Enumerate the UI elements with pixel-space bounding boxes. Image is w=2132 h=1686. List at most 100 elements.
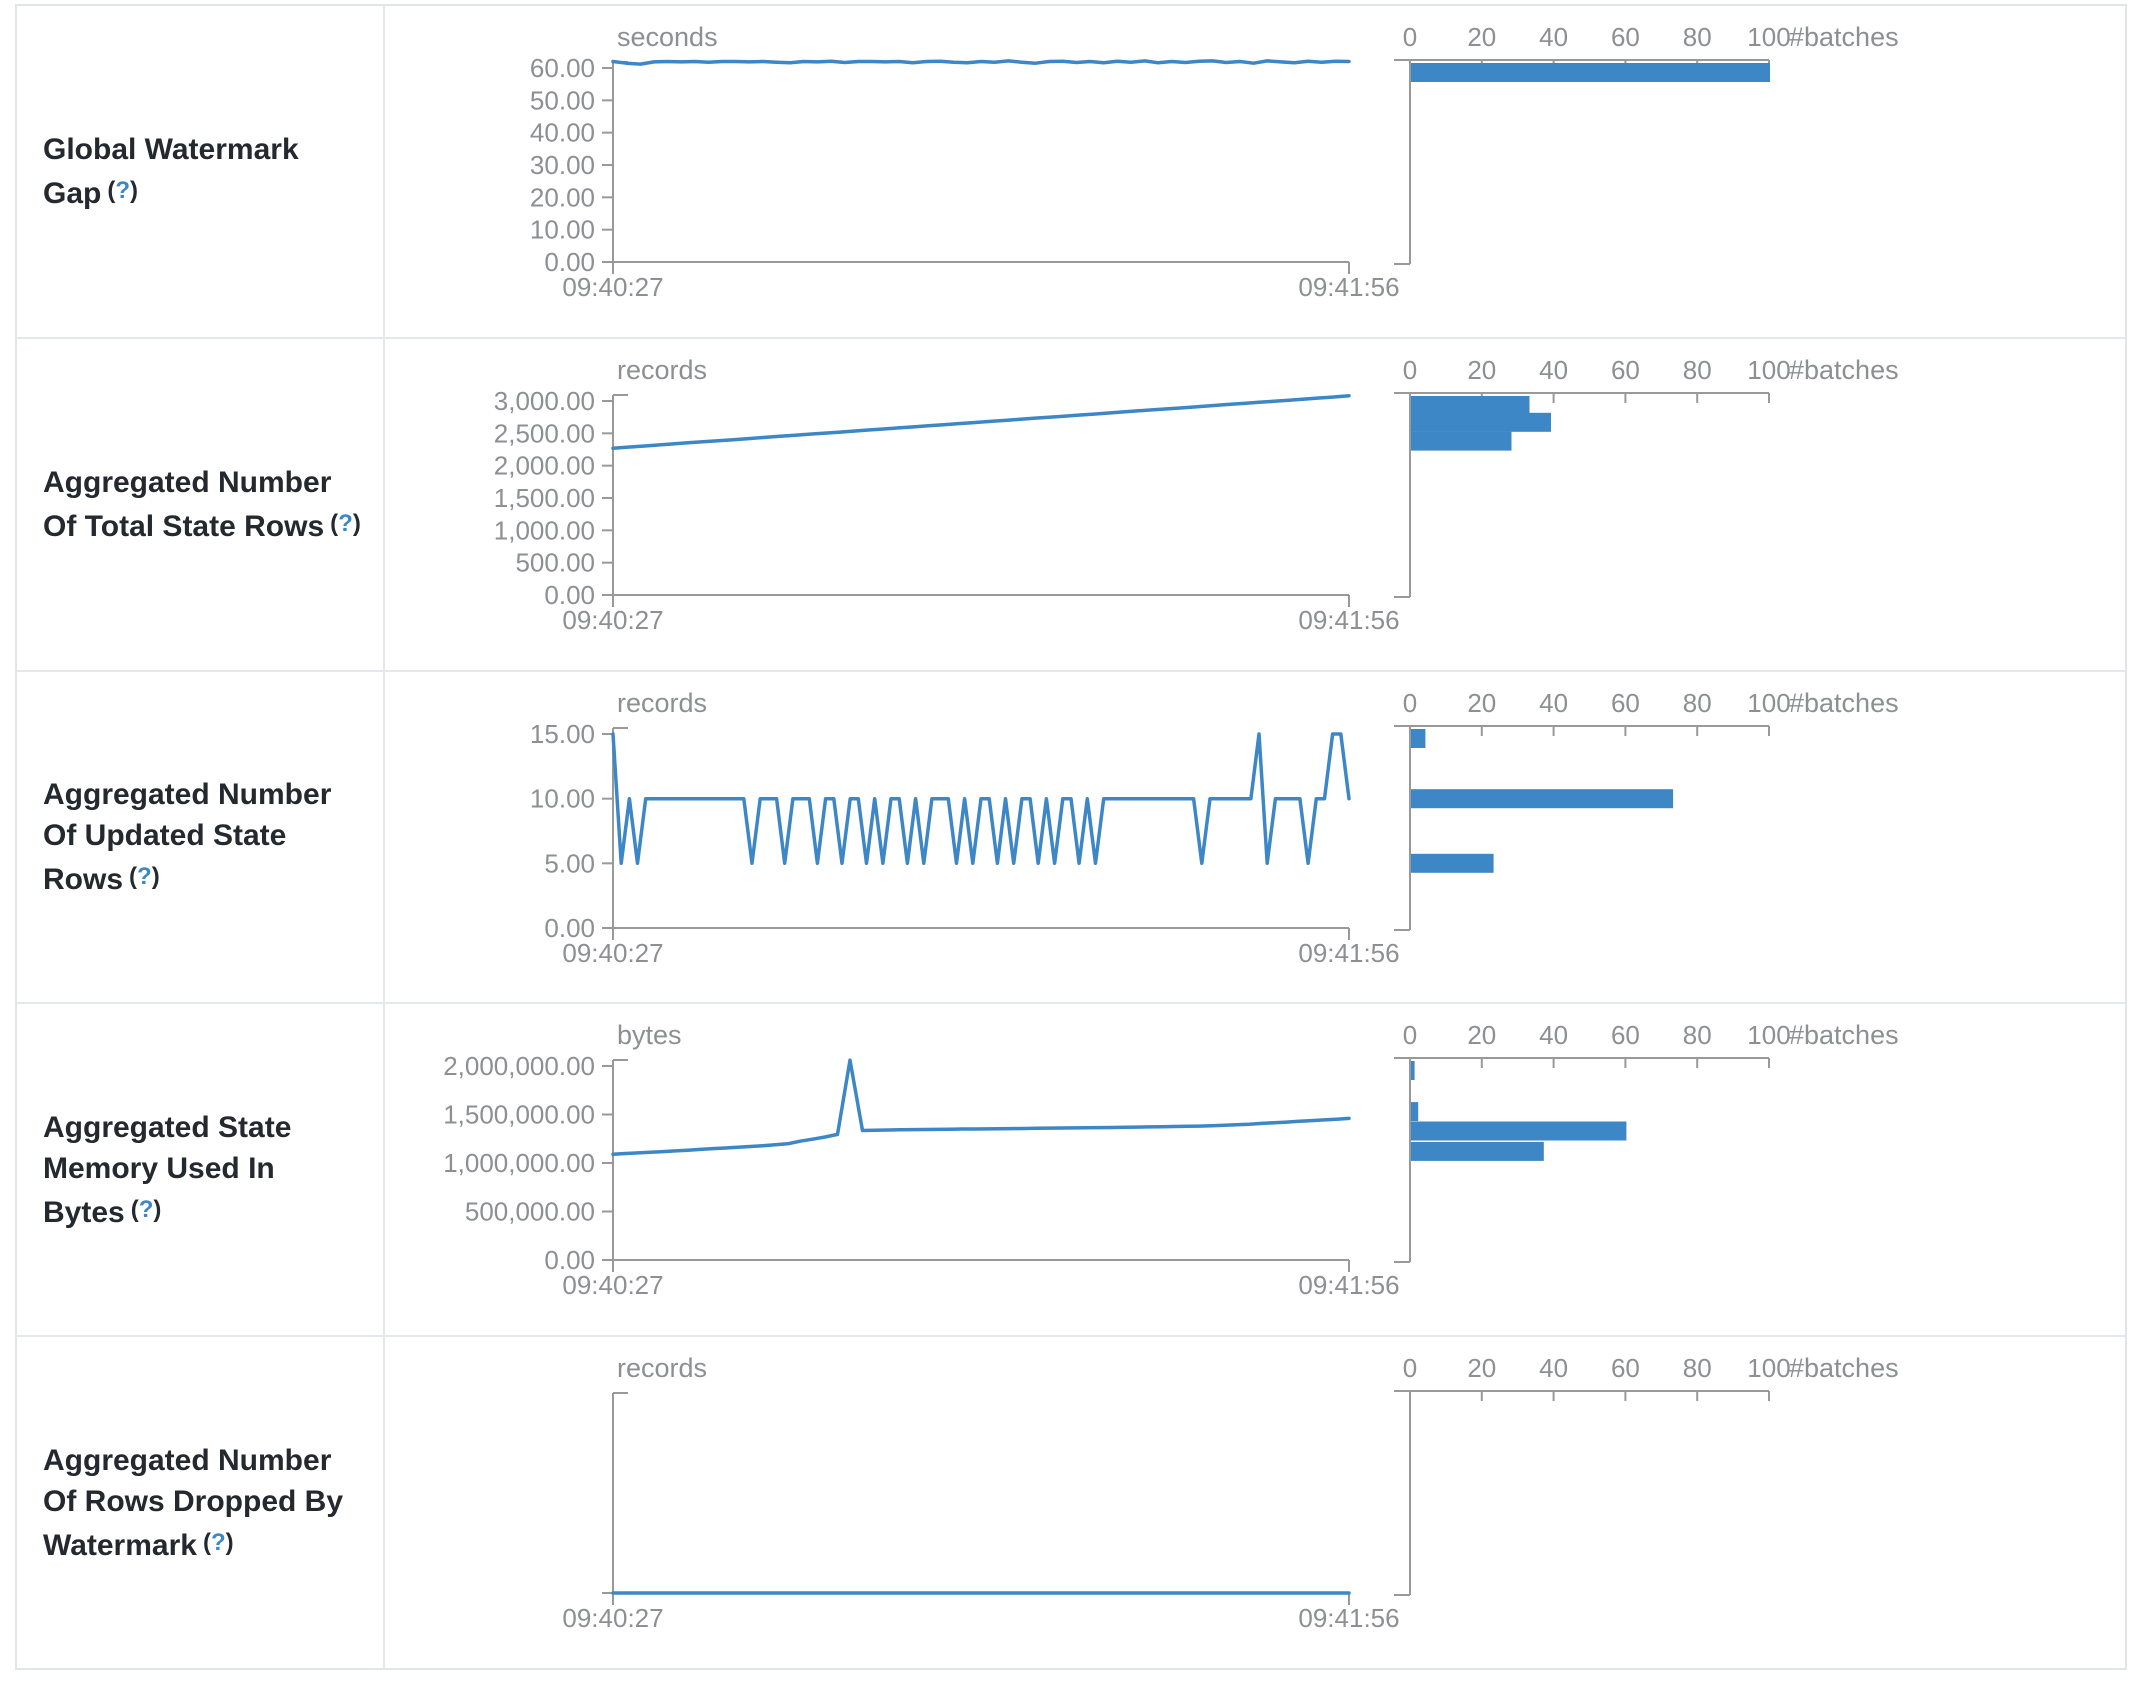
histogram-bar [1411, 412, 1551, 432]
help-question-mark[interactable]: ? [338, 509, 353, 537]
hist-axis-tick-label: 60 [1611, 355, 1640, 385]
hist-axis-tick-label: 60 [1611, 688, 1640, 718]
y-axis-tick-label: 5.00 [544, 848, 595, 878]
y-axis-tick-label: 30.00 [530, 150, 595, 180]
y-axis-tick-label: 15.00 [530, 719, 595, 749]
hist-unit-label: #batches [1789, 1353, 1899, 1383]
y-axis-tick-label: 40.00 [530, 118, 595, 148]
histogram-bar [1411, 1142, 1544, 1162]
metric-label: Global Watermark Gap (?) [43, 129, 363, 214]
y-axis-tick-label: 500,000.00 [465, 1197, 595, 1227]
x-axis-end-label: 09:41:56 [1298, 605, 1399, 635]
hist-axis-tick-label: 60 [1611, 22, 1640, 52]
histogram-bar [1411, 728, 1426, 748]
help-link[interactable]: (?) [130, 1195, 162, 1223]
hist-axis-tick-label: 80 [1683, 1020, 1712, 1050]
timeline-and-histogram-chart: bytes 2,000,000.00 1,500,000.00 1,000,000.0… [443, 1020, 1899, 1300]
metric-row-updated-state-rows: Aggregated Number Of Updated State Rows(… [17, 671, 2125, 1005]
metric-row-global-watermark-gap: Global Watermark Gap (?) seconds 60.00 50.0… [17, 6, 2125, 339]
x-axis-start-label: 09:40:27 [562, 272, 663, 302]
histogram-bar [1411, 431, 1512, 451]
y-axis-tick-label: 10.00 [530, 215, 595, 245]
hist-axis-tick-label: 40 [1539, 688, 1568, 718]
metric-row-state-memory-used: Aggregated State Memory Used In Bytes (?)… [17, 1004, 2125, 1338]
histogram-bar [1411, 1061, 1415, 1081]
metric-charts-cell: records 3,000.00 2,500.00 2,000.00 1,500.00 1… [385, 339, 2125, 670]
y-axis-tick-label: 1,500,000.00 [443, 1100, 595, 1130]
metric-label-text: Global Watermark Gap [43, 132, 299, 210]
timeline-line [611, 59, 1351, 66]
hist-unit-label: #batches [1789, 1020, 1899, 1050]
metric-label-cell: Aggregated Number Of Updated State Rows(… [17, 671, 385, 1003]
y-axis-tick-label: 1,000,000.00 [443, 1148, 595, 1178]
hist-axis-tick-label: 0 [1403, 355, 1417, 385]
help-question-mark[interactable]: ? [138, 1195, 154, 1223]
metric-label: Aggregated State Memory Used In Bytes (?) [43, 1107, 363, 1233]
histogram-bar [1411, 63, 1770, 82]
y-axis-tick-label: 1,000.00 [494, 515, 595, 545]
y-axis-tick-label: 50.00 [530, 85, 595, 115]
x-axis-end-label: 09:41:56 [1298, 938, 1399, 968]
histogram-bar [1411, 853, 1494, 873]
y-axis-tick-label: 0.00 [544, 1245, 595, 1275]
y-axis-tick-label: 20.00 [530, 182, 595, 212]
hist-unit-label: #batches [1789, 688, 1899, 718]
y-axis-tick-label: 2,500.00 [494, 418, 595, 448]
metric-label-text: Aggregated Number Of Total State Rows [43, 465, 332, 543]
y-axis-tick-label: 0.00 [544, 580, 595, 610]
timeline-unit-label: records [617, 1353, 707, 1383]
hist-axis-tick-label: 40 [1539, 1020, 1568, 1050]
timeline-line [611, 393, 1351, 450]
hist-axis-tick-label: 100 [1747, 355, 1790, 385]
y-axis-tick-label: 500.00 [515, 547, 595, 577]
hist-axis-tick-label: 40 [1539, 1353, 1568, 1383]
metric-label: Aggregated Number Of Total State Rows (?) [43, 462, 363, 547]
histogram-bar [1411, 1102, 1419, 1122]
metric-label-text: Aggregated Number Of Rows Dropped By Wat… [43, 1443, 344, 1562]
metric-label: Aggregated Number Of Rows Dropped By Wat… [43, 1440, 363, 1566]
streaming-metrics-table: Global Watermark Gap (?) seconds 60.00 50.0… [15, 4, 2127, 1670]
y-axis-tick-label: 10.00 [530, 783, 595, 813]
y-axis-tick-label: 3,000.00 [494, 386, 595, 416]
hist-axis-tick-label: 0 [1403, 1020, 1417, 1050]
help-link[interactable]: (?) [129, 862, 160, 890]
timeline-and-histogram-chart: records3,000.002,500.002,000.001,500.001… [494, 355, 1899, 635]
hist-axis-tick-label: 20 [1467, 1020, 1496, 1050]
y-axis-tick-label: 0.00 [544, 913, 595, 943]
timeline-and-histogram-chart: records 09:40:27 09:41:56 0 20 40 60 80 100#batc… [562, 1353, 1899, 1633]
x-axis-start-label: 09:40:27 [562, 1603, 663, 1633]
x-axis-start-label: 09:40:27 [562, 605, 663, 635]
hist-axis-tick-label: 100 [1747, 22, 1790, 52]
y-axis-tick-label: 0.00 [544, 247, 595, 277]
metric-charts-cell: records 15.00 10.00 5.00 0.00 09:40:27 09:41:5… [385, 672, 2125, 1003]
hist-axis-tick-label: 20 [1467, 688, 1496, 718]
timeline-unit-label: seconds [617, 22, 718, 52]
hist-axis-tick-label: 80 [1683, 1353, 1712, 1383]
x-axis-end-label: 09:41:56 [1298, 1603, 1399, 1633]
metric-label-cell: Aggregated Number Of Total State Rows (?) [17, 338, 385, 670]
timeline-unit-label: bytes [617, 1020, 682, 1050]
metric-label-cell: Aggregated Number Of Rows Dropped By Wat… [17, 1337, 385, 1668]
metric-label-cell: Aggregated State Memory Used In Bytes (?) [17, 1004, 385, 1336]
metric-label: Aggregated Number Of Updated State Rows(… [43, 774, 363, 900]
hist-unit-label: #batches [1789, 22, 1899, 52]
y-axis-tick-label: 1,500.00 [494, 483, 595, 513]
x-axis-start-label: 09:40:27 [562, 938, 663, 968]
timeline-and-histogram-chart: seconds 60.0050.0040.0030.0020.0010.000.0… [530, 22, 1899, 302]
hist-axis-tick-label: 0 [1403, 22, 1417, 52]
hist-axis-tick-label: 40 [1539, 355, 1568, 385]
metric-row-total-state-rows: Aggregated Number Of Total State Rows (?)… [17, 338, 2125, 672]
help-question-mark[interactable]: ? [115, 176, 131, 204]
help-link[interactable]: (?) [330, 509, 361, 537]
help-question-mark[interactable]: ? [137, 862, 152, 890]
help-link[interactable]: (?) [107, 176, 139, 204]
timeline-unit-label: records [617, 688, 707, 718]
timeline-line [611, 1058, 1351, 1157]
histogram-bar [1411, 1121, 1627, 1141]
help-link[interactable]: (?) [202, 1528, 234, 1556]
hist-axis-tick-label: 20 [1467, 22, 1496, 52]
hist-axis-tick-label: 80 [1683, 355, 1712, 385]
timeline-line [611, 731, 1351, 865]
help-question-mark[interactable]: ? [210, 1528, 226, 1556]
